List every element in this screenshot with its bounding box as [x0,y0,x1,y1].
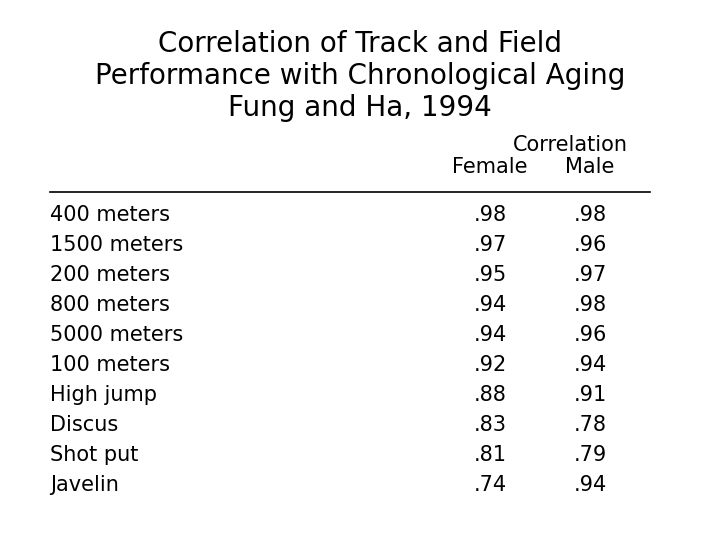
Text: .91: .91 [573,385,607,405]
Text: Javelin: Javelin [50,475,119,495]
Text: .94: .94 [473,325,507,345]
Text: 5000 meters: 5000 meters [50,325,184,345]
Text: .95: .95 [473,265,507,285]
Text: 100 meters: 100 meters [50,355,170,375]
Text: .97: .97 [573,265,607,285]
Text: .98: .98 [573,205,606,225]
Text: 1500 meters: 1500 meters [50,235,184,255]
Text: Shot put: Shot put [50,445,138,465]
Text: High jump: High jump [50,385,157,405]
Text: Female: Female [452,157,528,177]
Text: Male: Male [565,157,615,177]
Text: .78: .78 [574,415,606,435]
Text: .94: .94 [573,475,607,495]
Text: Fung and Ha, 1994: Fung and Ha, 1994 [228,94,492,122]
Text: Performance with Chronological Aging: Performance with Chronological Aging [95,62,625,90]
Text: 400 meters: 400 meters [50,205,170,225]
Text: 200 meters: 200 meters [50,265,170,285]
Text: .74: .74 [474,475,507,495]
Text: .88: .88 [474,385,506,405]
Text: Discus: Discus [50,415,118,435]
Text: .96: .96 [573,235,607,255]
Text: .83: .83 [474,415,506,435]
Text: .92: .92 [473,355,507,375]
Text: .81: .81 [474,445,506,465]
Text: Correlation: Correlation [513,135,628,155]
Text: .94: .94 [573,355,607,375]
Text: Correlation of Track and Field: Correlation of Track and Field [158,30,562,58]
Text: .96: .96 [573,325,607,345]
Text: .98: .98 [573,295,606,315]
Text: 800 meters: 800 meters [50,295,170,315]
Text: .98: .98 [474,205,507,225]
Text: .79: .79 [573,445,607,465]
Text: .94: .94 [473,295,507,315]
Text: .97: .97 [473,235,507,255]
